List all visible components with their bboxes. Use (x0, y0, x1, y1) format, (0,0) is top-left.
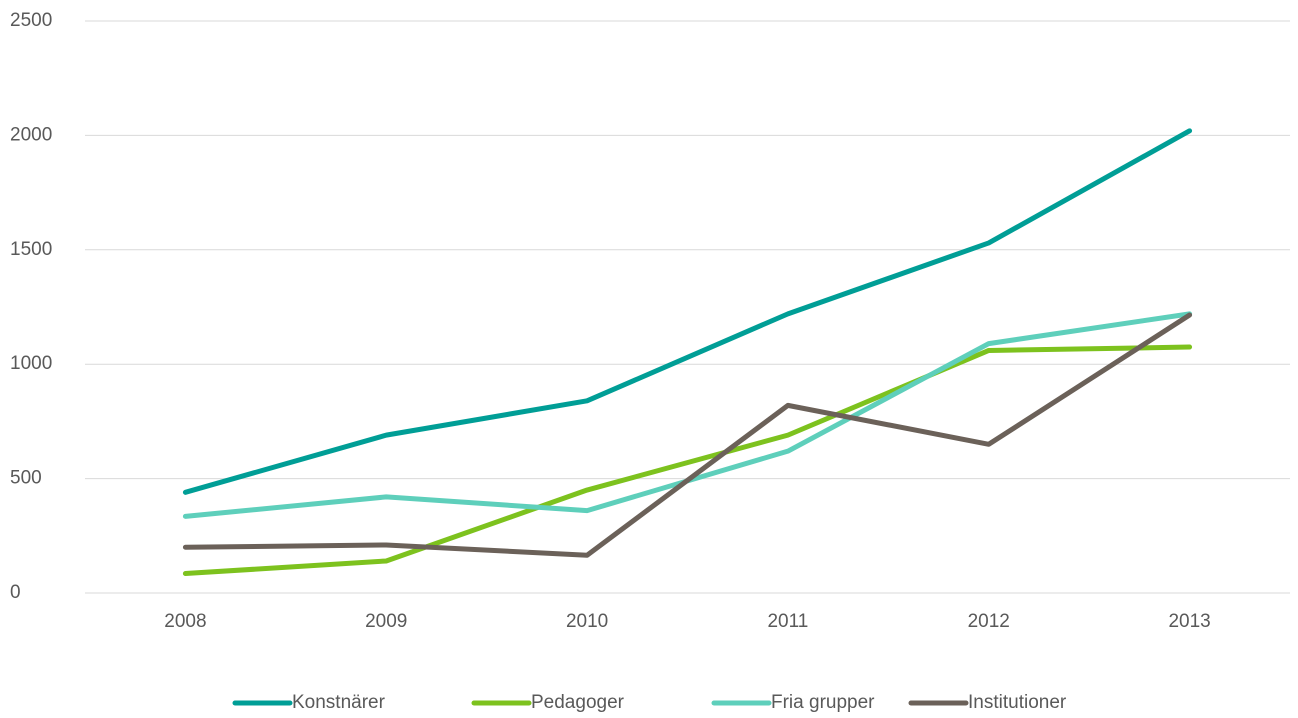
y-tick-label: 1500 (10, 239, 52, 260)
series-line (182, 344, 1193, 577)
x-tick-label: 2010 (566, 611, 608, 632)
legend-label: Institutioner (968, 692, 1067, 713)
x-tick-label: 2011 (767, 611, 808, 632)
x-tick-label: 2008 (164, 611, 206, 632)
series-line (182, 311, 1193, 519)
y-tick-label: 2500 (10, 10, 52, 31)
y-tick-label: 0 (10, 582, 21, 603)
legend-label: Pedagoger (531, 692, 625, 713)
legend-label: Fria grupper (771, 692, 875, 713)
y-tick-label: 1000 (10, 353, 52, 374)
x-tick-label: 2013 (1168, 611, 1210, 632)
x-tick-label: 2012 (968, 611, 1010, 632)
x-tick-label: 2009 (365, 611, 407, 632)
y-tick-label: 2000 (10, 124, 52, 145)
legend-label: Konstnärer (292, 692, 386, 713)
series-line (182, 312, 1193, 558)
y-tick-label: 500 (10, 468, 42, 489)
series-line (182, 128, 1193, 495)
